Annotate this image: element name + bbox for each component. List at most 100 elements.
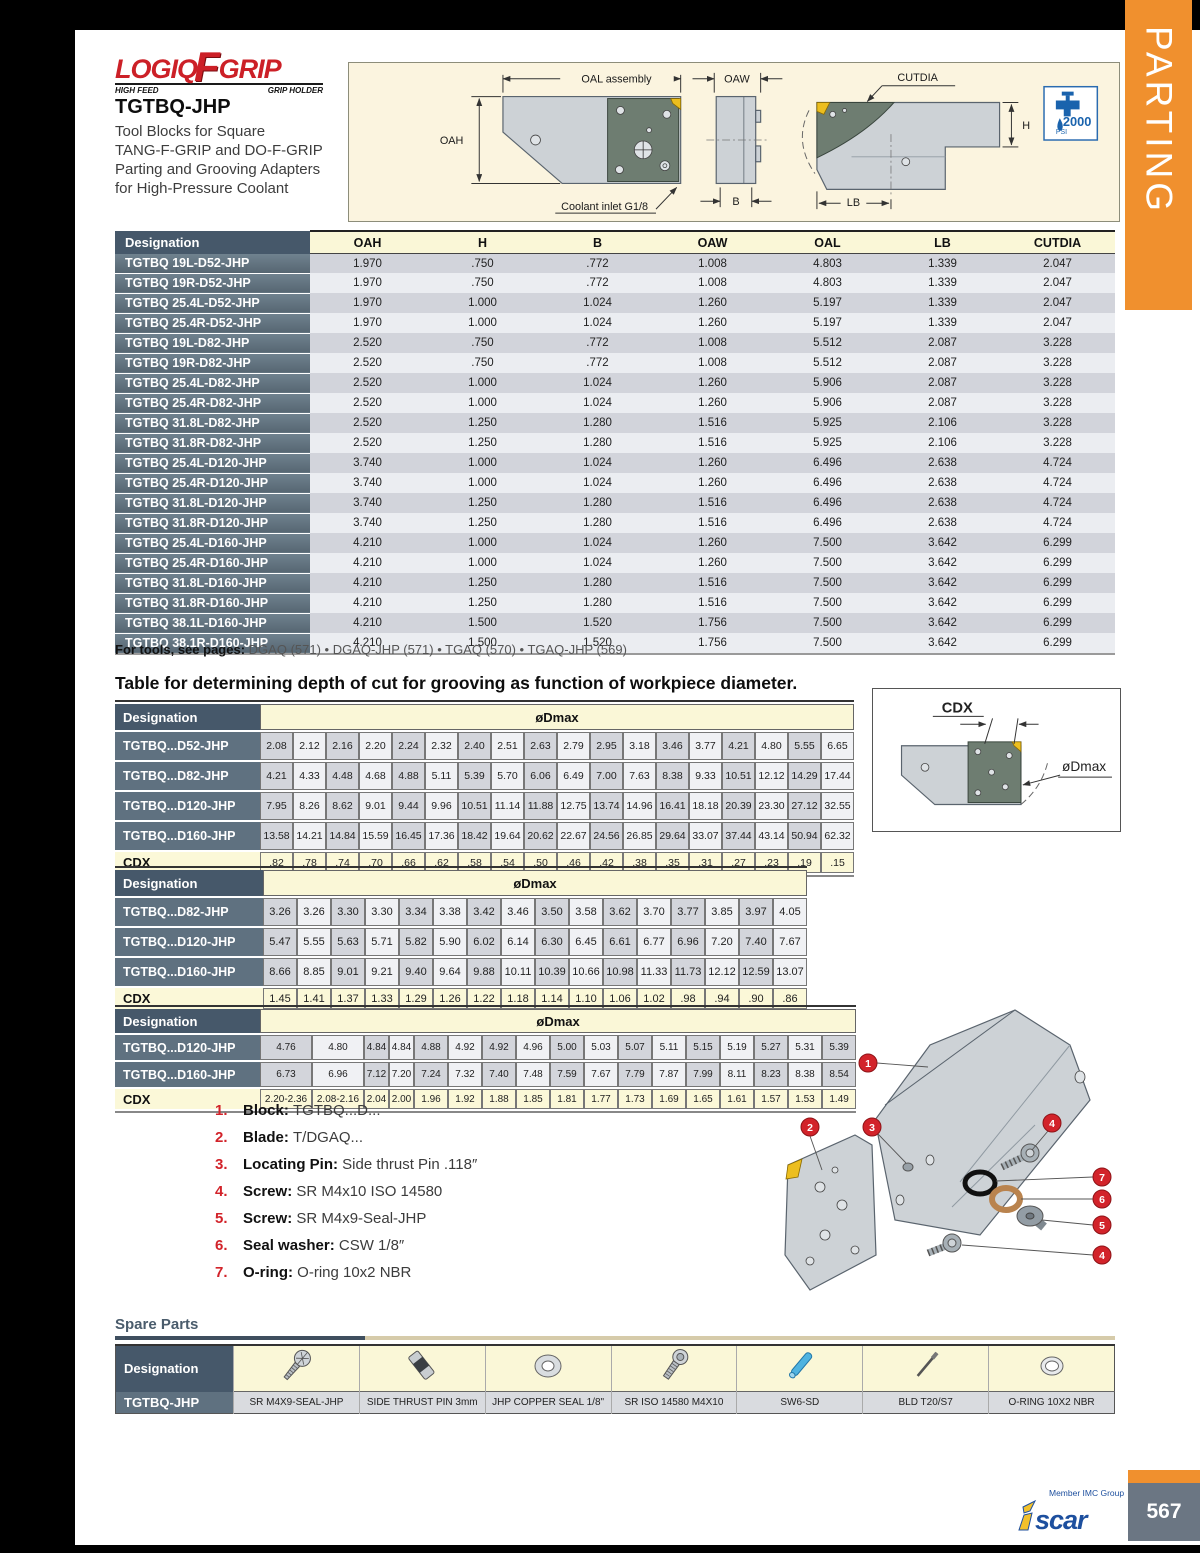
dmax-value-cell: 22.67 — [557, 822, 590, 850]
value-cell: 3.228 — [1000, 333, 1115, 353]
psi-unit: PSI — [1056, 129, 1067, 136]
cdx-row: CDX 2.20-2.36 2.08-2.16 2.04 2.00 1.96 1.92 1.8… — [115, 1089, 857, 1109]
dmax-value-cell: 4.05 — [773, 898, 807, 926]
dmax-value-cell: 2.16 — [326, 732, 359, 760]
cdx-label: CDX — [942, 700, 973, 716]
depth-table-header-row: Designation øDmax — [115, 870, 807, 896]
parts-list-item: 1. Block: TGTBQ...D... — [215, 1102, 477, 1129]
dmax-value-cell: 6.73 — [260, 1062, 312, 1087]
tool-block-drawing — [874, 1009, 1091, 1236]
table-row: TGTBQ 25.4L-D160-JHP 4.210 1.000 1.024 1.260… — [115, 533, 1115, 554]
value-cell: 2.087 — [885, 393, 1000, 413]
value-cell: 7.500 — [770, 593, 885, 613]
depth-table-row: TGTBQ...D52-JHP 2.08 2.12 2.16 2.20 2.24 2.32 2… — [115, 732, 854, 760]
dim-label-oah: OAH — [440, 135, 464, 147]
cdx-value-cell: 1.22 — [467, 988, 501, 1009]
dmax-value-cell: 7.95 — [260, 792, 293, 820]
value-cell: 2.638 — [885, 473, 1000, 493]
dmax-value-cell: 5.55 — [788, 732, 821, 760]
dmax-value-cell: 7.48 — [516, 1062, 550, 1087]
value-cell: 1.008 — [655, 253, 770, 273]
dmax-value-cell: 16.41 — [656, 792, 689, 820]
dmax-value-cell: 11.14 — [491, 792, 524, 820]
column-header: CUTDIA — [1000, 230, 1115, 254]
o-ring-drawing — [962, 1169, 998, 1197]
depth-table-row: TGTBQ...D120-JHP 5.47 5.55 5.63 5.71 5.82 5.90… — [115, 928, 807, 956]
value-cell: 2.047 — [1000, 253, 1115, 273]
exploded-assembly-diagram: 1 2 3 4 7 6 5 4 — [784, 1009, 1112, 1291]
value-cell: 2.106 — [885, 413, 1000, 433]
dmax-value-cell: 3.85 — [705, 898, 739, 926]
value-cell: 3.642 — [885, 633, 1000, 654]
designation-cell: TGTBQ 25.4L-D160-JHP — [115, 533, 310, 554]
table-row: TGTBQ 25.4R-D82-JHP 2.520 1.000 1.024 1.260 5… — [115, 393, 1115, 414]
table-row: TGTBQ 19L-D82-JHP 2.520.750.772 1.008 5.512… — [115, 333, 1115, 354]
dmax-value-cell: 4.76 — [260, 1035, 312, 1060]
dmax-header: øDmax — [263, 870, 807, 896]
value-cell: 2.638 — [885, 513, 1000, 533]
part-label: Block: — [243, 1102, 294, 1119]
dmax-value-cell: 5.70 — [491, 762, 524, 790]
cdx-value-cell: 1.85 — [516, 1089, 550, 1109]
logo-text-grip: GRIP — [218, 54, 282, 84]
depth-row-label: TGTBQ...D160-JHP — [115, 822, 260, 850]
technical-drawing-panel: OAL assembly OAH Coolant inlet G1/8 — [348, 62, 1120, 222]
svg-text:4: 4 — [1049, 1118, 1055, 1130]
value-cell: 4.724 — [1000, 453, 1115, 473]
dmax-value-cell: 17.44 — [821, 762, 854, 790]
value-cell: .772 — [540, 333, 655, 353]
dmax-value-cell: 4.88 — [392, 762, 425, 790]
column-header: OAH — [310, 230, 425, 254]
cdx-value-cell: 2.20-2.36 — [260, 1089, 312, 1109]
value-cell: 1.280 — [540, 593, 655, 613]
dimensions-table: Designation OAH H B OAW OAL LB CUTDIA TGTBQ 19L… — [115, 230, 1115, 655]
depth-of-cut-table: Designation øDmax TGTBQ...D120-JHP 4.76 4.80… — [115, 1005, 857, 1113]
cdx-value-cell: 1.96 — [414, 1089, 448, 1109]
product-description: Tool Blocks for Square TANG-F-GRIP and D… — [115, 122, 323, 198]
value-cell: 5.512 — [770, 353, 885, 373]
value-cell: 1.516 — [655, 433, 770, 453]
value-cell: 2.087 — [885, 333, 1000, 353]
value-cell: 1.756 — [655, 633, 770, 654]
dmax-value-cell: 8.54 — [822, 1062, 857, 1087]
value-cell: 1.008 — [655, 273, 770, 293]
dmax-value-cell: 5.03 — [584, 1035, 618, 1060]
page-number: 567 — [1128, 1483, 1200, 1541]
table-row: TGTBQ 19L-D52-JHP 1.970.750.772 1.008 4.803… — [115, 253, 1115, 274]
dim-label-h: H — [1022, 120, 1030, 132]
dmax-value-cell: 5.11 — [652, 1035, 686, 1060]
dmax-value-cell: 5.82 — [399, 928, 433, 956]
blade-drawing — [784, 1134, 877, 1291]
depth-table-3: Designation øDmax TGTBQ...D120-JHP 4.76 4.80… — [115, 1005, 857, 1113]
value-cell: 1.280 — [540, 513, 655, 533]
dmax-value-cell: 50.94 — [788, 822, 821, 850]
dmax-value-cell: 3.97 — [739, 898, 773, 926]
value-cell: 1.260 — [655, 473, 770, 493]
value-cell: 2.520 — [310, 433, 425, 453]
dmax-value-cell: 6.96 — [671, 928, 705, 956]
dmax-value-cell: 8.26 — [293, 792, 326, 820]
column-header: H — [425, 230, 540, 254]
value-cell: 1.008 — [655, 333, 770, 353]
value-cell: 1.000 — [425, 553, 540, 573]
dmax-value-cell: 14.84 — [326, 822, 359, 850]
callout-badge — [858, 1053, 878, 1073]
value-cell: 4.724 — [1000, 513, 1115, 533]
dmax-value-cell: 7.67 — [584, 1062, 618, 1087]
part-label: Seal washer: — [243, 1237, 339, 1254]
value-cell: 1.280 — [540, 573, 655, 593]
value-cell: 1.756 — [655, 613, 770, 633]
dmax-value-cell: 23.30 — [755, 792, 788, 820]
value-cell: .750 — [425, 273, 540, 293]
locating-pin-drawing — [902, 1162, 914, 1172]
table-row: TGTBQ 19R-D52-JHP 1.970.750.772 1.008 4.803… — [115, 273, 1115, 294]
cdx-diagram: CDX øDmax — [900, 700, 1112, 806]
value-cell: 4.210 — [310, 533, 425, 553]
dmax-value-cell: 6.61 — [603, 928, 637, 956]
column-header: OAL — [770, 230, 885, 254]
depth-row-label: TGTBQ...D120-JHP — [115, 792, 260, 820]
svg-text:5: 5 — [1099, 1220, 1105, 1232]
depth-table-header-row: Designation øDmax — [115, 704, 854, 730]
designation-cell: TGTBQ 19R-D82-JHP — [115, 353, 310, 374]
screw-bottom-drawing — [926, 1233, 962, 1257]
